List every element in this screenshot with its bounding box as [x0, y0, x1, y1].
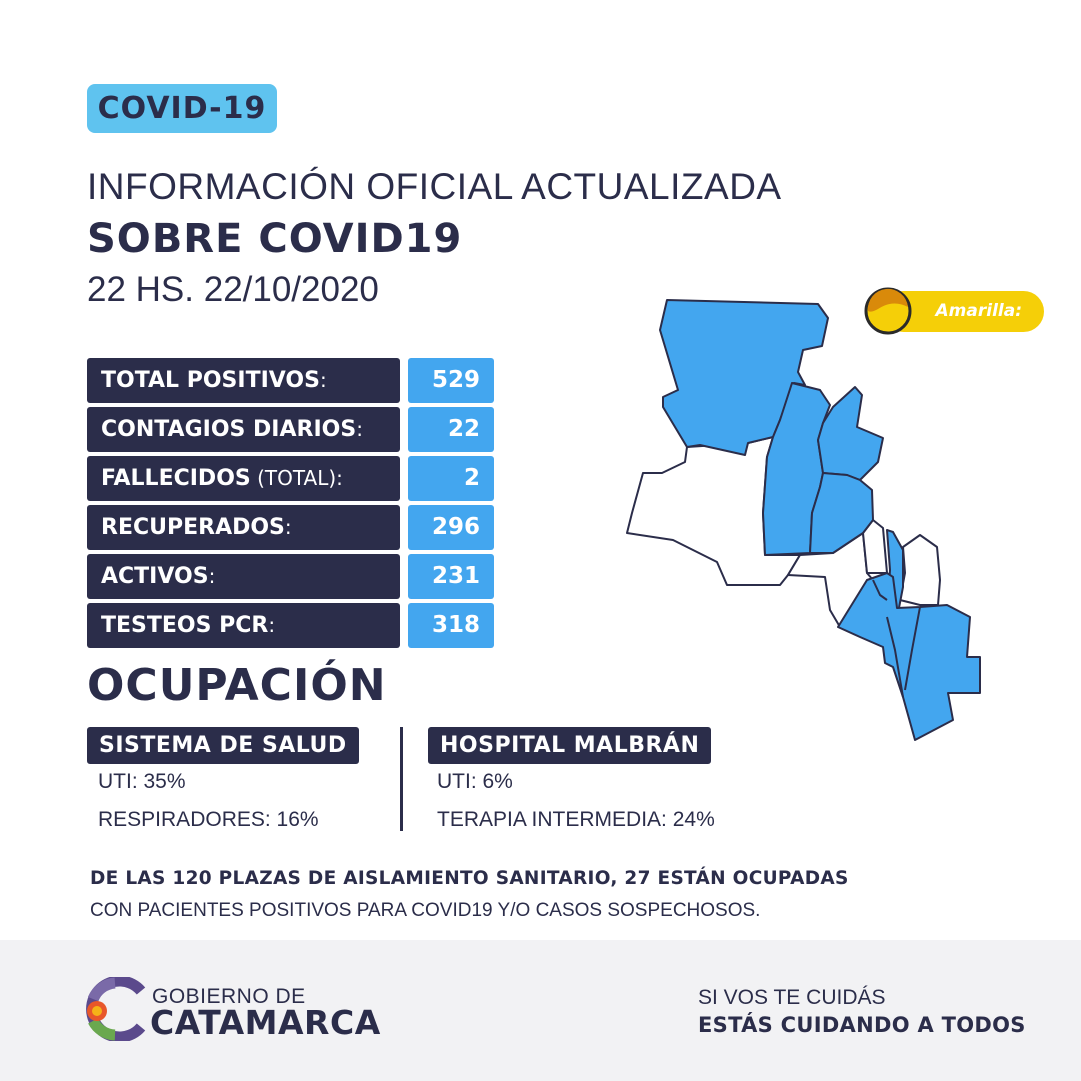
stat-label: RECUPERADOS:: [87, 505, 400, 550]
stat-label-text: FALLECIDOS: [101, 466, 251, 491]
alert-level-badge: Amarilla:: [863, 287, 1044, 335]
title-line-2: SOBRE COVID19: [87, 216, 463, 262]
title-line-1: INFORMACIÓN OFICIAL ACTUALIZADA: [87, 166, 782, 207]
stat-label-text: ACTIVOS: [101, 564, 209, 589]
logo-text-top: GOBIERNO DE: [152, 985, 306, 1008]
stat-row: FALLECIDOS (TOTAL): 2: [87, 456, 494, 501]
sistema-respiradores: RESPIRADORES: 16%: [98, 808, 319, 831]
stat-label-text: TESTEOS PCR: [101, 613, 269, 638]
stat-value: 22: [408, 407, 494, 452]
stat-label: TESTEOS PCR:: [87, 603, 400, 648]
slogan-line-1: SI VOS TE CUIDÁS: [698, 986, 886, 1009]
stat-value: 2: [408, 456, 494, 501]
stat-colon: :: [319, 368, 327, 392]
map-region-center: [809, 472, 874, 554]
stat-label-suffix: (TOTAL): [250, 466, 337, 490]
note-bold: DE LAS 120 PLAZAS DE AISLAMIENTO SANITAR…: [90, 868, 849, 889]
ocupacion-title: OCUPACIÓN: [87, 660, 387, 711]
stat-label-text: TOTAL POSITIVOS: [101, 368, 320, 393]
stat-row: RECUPERADOS: 296: [87, 505, 494, 550]
catamarca-logo-icon: [86, 977, 146, 1041]
slogan-line-2: ESTÁS CUIDANDO A TODOS: [698, 1013, 1026, 1037]
hospital-terapia: TERAPIA INTERMEDIA: 24%: [437, 808, 715, 831]
stat-value: 529: [408, 358, 494, 403]
stat-label: CONTAGIOS DIARIOS:: [87, 407, 400, 452]
stat-label: TOTAL POSITIVOS:: [87, 358, 400, 403]
sistema-uti: UTI: 35%: [98, 770, 186, 793]
hospital-uti: UTI: 6%: [437, 770, 513, 793]
stat-value: 231: [408, 554, 494, 599]
stat-label: ACTIVOS:: [87, 554, 400, 599]
update-date: 22 HS. 22/10/2020: [87, 270, 379, 309]
stat-row: TESTEOS PCR: 318: [87, 603, 494, 648]
catamarca-map: [626, 299, 981, 741]
sun-icon: [864, 287, 912, 335]
stat-colon: :: [336, 466, 343, 490]
stat-colon: :: [268, 613, 276, 637]
hospital-header: HOSPITAL MALBRÁN: [428, 727, 712, 764]
stat-value: 296: [408, 505, 494, 550]
note-normal: CON PACIENTES POSITIVOS PARA COVID19 Y/O…: [90, 900, 761, 921]
stat-label-text: RECUPERADOS: [101, 515, 285, 540]
stat-colon: :: [356, 417, 363, 441]
stat-row: ACTIVOS: 231: [87, 554, 494, 599]
stat-colon: :: [208, 564, 216, 588]
map-region-east-white: [899, 534, 941, 606]
stat-value: 318: [408, 603, 494, 648]
divider: [400, 727, 403, 831]
logo-text-bottom: CATAMARCA: [150, 1003, 381, 1042]
footer: [0, 940, 1081, 1081]
covid-badge: COVID-19: [87, 84, 277, 133]
stat-label: FALLECIDOS (TOTAL):: [87, 456, 400, 501]
stat-row: TOTAL POSITIVOS: 529: [87, 358, 494, 403]
stat-colon: :: [284, 515, 292, 539]
stat-row: CONTAGIOS DIARIOS: 22: [87, 407, 494, 452]
sistema-salud-header: SISTEMA DE SALUD: [87, 727, 359, 764]
stat-label-text: CONTAGIOS DIARIOS: [101, 417, 357, 442]
map-region-northeast: [817, 386, 884, 481]
map-region-south: [837, 572, 981, 741]
